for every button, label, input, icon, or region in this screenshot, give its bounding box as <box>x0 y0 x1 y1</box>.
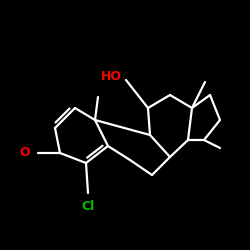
Text: HO: HO <box>101 70 122 84</box>
Text: Cl: Cl <box>82 200 94 213</box>
Text: O: O <box>20 146 30 160</box>
